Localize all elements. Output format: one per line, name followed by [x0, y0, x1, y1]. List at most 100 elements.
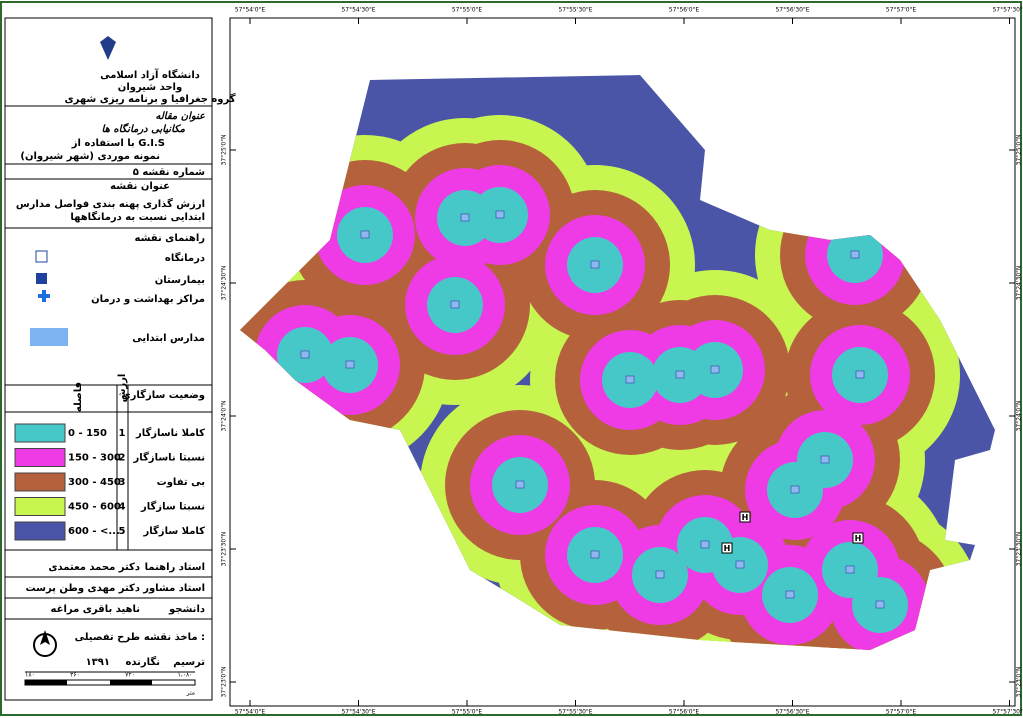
- credit-name: دکتر محمد معتمدی: [48, 562, 140, 573]
- longitude-label: 57°54'0"E: [235, 709, 265, 716]
- clinic-icon: [739, 511, 751, 523]
- scale-label: ۷۲۰: [125, 672, 135, 679]
- health-center-symbol: [38, 290, 50, 302]
- school: [625, 375, 635, 384]
- label: واحد شیروان: [118, 82, 182, 93]
- logo: [100, 36, 116, 60]
- side-panel: [4, 17, 213, 701]
- label: وضعیت سازگاری: [121, 388, 205, 401]
- longitude-label: 57°56'0"E: [669, 7, 699, 14]
- class-value: 4: [119, 502, 126, 513]
- label: دانشگاه آزاد اسلامی: [100, 68, 200, 81]
- label: طرح تفصیلی: [75, 632, 140, 643]
- school: [850, 250, 860, 259]
- longitude-label: 57°57'30"E: [992, 709, 1023, 716]
- class-suitability: بی تفاوت: [157, 477, 205, 488]
- longitude-label: 57°55'30"E: [558, 709, 592, 716]
- longitude-label: 57°54'0"E: [235, 7, 265, 14]
- credit-role: دانشجو: [168, 604, 205, 615]
- class-range: 450 - 600: [68, 502, 121, 513]
- credit-role: استاد مشاور: [142, 583, 205, 594]
- longitude-label: 57°57'0"E: [886, 709, 916, 716]
- label: شماره نقشه ۵: [133, 167, 205, 178]
- latitude-label: 37°24'0"N: [1016, 401, 1023, 432]
- clinic-icon-h: H: [724, 544, 731, 553]
- label: مراکز بهداشت و درمان: [91, 294, 205, 305]
- clinic-icon: [852, 532, 864, 544]
- longitude-label: 57°56'30"E: [775, 709, 809, 716]
- label: ترسیم: [173, 657, 205, 668]
- label: نگارنده: [125, 655, 160, 668]
- label: ابتدایی نسبت به درمانگاهها: [70, 210, 205, 223]
- school: [360, 230, 370, 239]
- label: راهنمای نقشه: [135, 233, 206, 244]
- scale-bar-segment: [110, 680, 152, 685]
- school: [450, 300, 460, 309]
- label: گروه جغرافیا و برنامه ریزی شهری: [64, 92, 235, 105]
- scale-label: ۱۸۰: [25, 672, 35, 679]
- label: عنوان مقاله: [155, 111, 205, 122]
- class-suitability: کاملا ناسازگار: [135, 426, 205, 439]
- label: نمونه موردی (شهر شیروان): [20, 151, 160, 162]
- longitude-label: 57°57'30"E: [992, 7, 1023, 14]
- longitude-label: 57°55'0"E: [452, 7, 482, 14]
- longitude-label: 57°57'0"E: [886, 7, 916, 14]
- school: [300, 350, 310, 359]
- label: مدارس ابتدایی: [132, 333, 205, 344]
- class-suitability: نسبتا سازگار: [140, 500, 205, 513]
- school: [735, 560, 745, 569]
- latitude-label: 37°23'0"N: [1016, 667, 1023, 698]
- school: [790, 485, 800, 494]
- school: [590, 550, 600, 559]
- label: ارزش: [117, 374, 128, 403]
- class-swatch: [14, 497, 66, 516]
- school: [710, 365, 720, 374]
- school: [820, 455, 830, 464]
- clinic-symbol: [35, 250, 48, 263]
- class-value: 3: [119, 477, 126, 488]
- label: ۱۳۹۱: [86, 657, 110, 668]
- class-range: 0 - 150: [68, 428, 107, 439]
- latitude-label: 37°23'30"N: [221, 532, 228, 567]
- latitude-label: 37°23'0"N: [221, 667, 228, 698]
- latitude-label: 37°24'0"N: [221, 401, 228, 432]
- latitude-label: 37°23'30"N: [1016, 532, 1023, 567]
- school: [675, 370, 685, 379]
- school: [495, 210, 505, 219]
- credit-name: دکتر مهدی وطن پرست: [26, 583, 140, 594]
- school: [845, 565, 855, 574]
- class-range: 600 - <...: [68, 526, 120, 537]
- school: [515, 480, 525, 489]
- school: [590, 260, 600, 269]
- scale-label: ۱،۰۸۰: [178, 672, 193, 679]
- school: [460, 213, 470, 222]
- label: عنوان نقشه: [110, 181, 170, 192]
- class-swatch: [14, 472, 66, 492]
- label: مکانیابی درمانگاه ها: [102, 122, 186, 135]
- school: [855, 370, 865, 379]
- school: [785, 590, 795, 599]
- label: بیمارستان: [155, 275, 205, 286]
- latitude-label: 37°24'30"N: [221, 266, 228, 301]
- class-value: 5: [119, 526, 126, 537]
- clinic-icon-h: H: [855, 534, 862, 543]
- school: [345, 360, 355, 369]
- school: [700, 540, 710, 549]
- longitude-label: 57°56'30"E: [775, 7, 809, 14]
- school: [655, 570, 665, 579]
- scale-label: ۳۶۰: [70, 672, 80, 679]
- credit-name: ناهید باقری مراغه: [51, 604, 140, 615]
- class-swatch: [14, 521, 66, 541]
- class-value: 2: [119, 453, 126, 464]
- label: متر: [186, 690, 195, 697]
- latitude-label: 37°25'0"N: [1016, 135, 1023, 166]
- label: با استفاده از G.I.S: [71, 138, 165, 149]
- class-value: 1: [119, 428, 126, 439]
- class-range: 150 - 300: [68, 453, 121, 464]
- latitude-label: 37°24'30"N: [1016, 266, 1023, 301]
- clinic-icon: [721, 542, 733, 554]
- north-arrow-needle: [40, 630, 50, 645]
- map: [240, 75, 995, 650]
